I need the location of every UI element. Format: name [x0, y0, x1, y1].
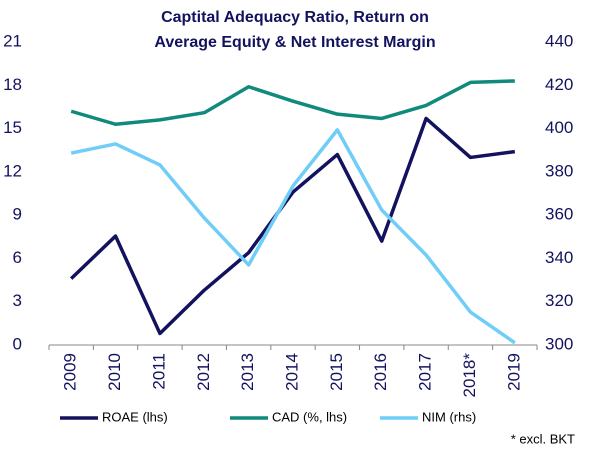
y-tick-label: 18	[3, 75, 22, 94]
annotation: * excl. BKT	[511, 431, 575, 446]
legend-label: NIM (rhs)	[422, 409, 476, 424]
y-tick-label: 0	[13, 334, 22, 353]
y2-tick-label: 420	[545, 75, 573, 94]
x-tick-label: 2019	[504, 353, 523, 391]
legend-label: CAD (%, lhs)	[272, 409, 347, 424]
x-tick-label: 2015	[327, 353, 346, 391]
y-tick-label: 12	[3, 161, 22, 180]
y2-tick-label: 380	[545, 161, 573, 180]
line	[69, 116, 516, 336]
line	[70, 128, 516, 345]
line	[70, 79, 515, 126]
x-tick-label: 2014	[282, 353, 301, 391]
chart-title: Captital Adequacy Ratio, Return on	[161, 9, 429, 26]
chart-title: Average Equity & Net Interest Margin	[154, 34, 435, 51]
x-tick-label: 2012	[194, 353, 213, 391]
y-tick-label: 15	[3, 118, 22, 137]
y2-tick-label: 440	[545, 31, 573, 50]
y2-tick-label: 320	[545, 291, 573, 310]
x-tick-label: 2010	[105, 353, 124, 391]
y-tick-label: 9	[13, 205, 22, 224]
y2-tick-label: 360	[545, 205, 573, 224]
x-tick-label: 2017	[416, 353, 435, 391]
x-tick-label: 2018*	[460, 353, 479, 398]
y-tick-label: 3	[13, 291, 22, 310]
y2-tick-label: 340	[545, 248, 573, 267]
x-tick-label: 2013	[238, 353, 257, 391]
y-tick-label: 21	[3, 31, 22, 50]
y2-tick-label: 300	[545, 334, 573, 353]
x-tick-label: 2009	[61, 353, 80, 391]
y2-tick-label: 400	[545, 118, 573, 137]
legend-label: ROAE (lhs)	[102, 409, 168, 424]
x-tick-label: 2016	[371, 353, 390, 391]
y-tick-label: 6	[13, 248, 22, 267]
x-tick-label: 2011	[149, 353, 168, 390]
